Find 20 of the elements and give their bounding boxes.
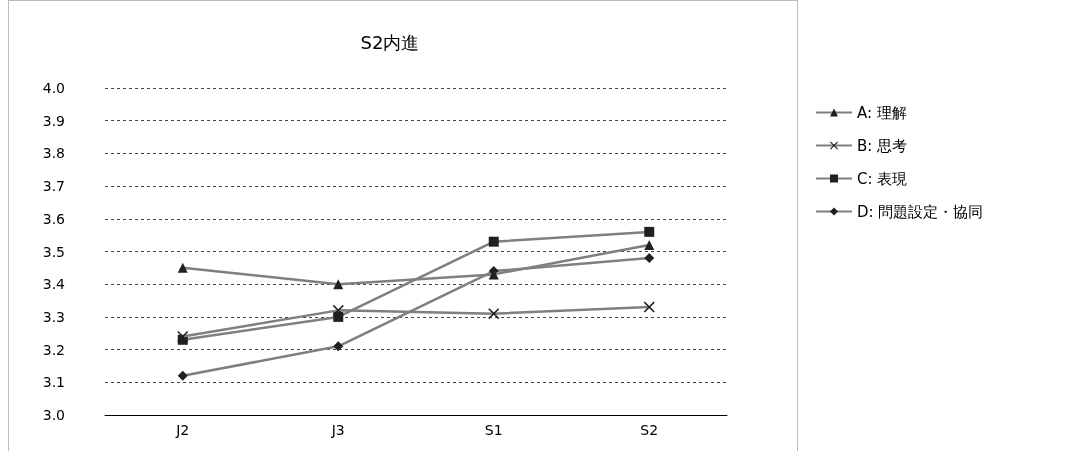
legend-label: B: 思考 bbox=[857, 136, 908, 155]
y-tick-label: 3.1 bbox=[42, 374, 65, 391]
legend-label: A: 理解 bbox=[857, 103, 907, 122]
chart-title: S2内進 bbox=[360, 31, 420, 53]
y-tick-label: 3.0 bbox=[42, 407, 65, 423]
x-tick-label: J3 bbox=[330, 422, 345, 438]
legend-label: C: 表現 bbox=[857, 169, 908, 188]
y-tick-label: 3.6 bbox=[42, 210, 66, 227]
y-tick-label: 3.4 bbox=[42, 276, 66, 293]
y-tick-label: 4.0 bbox=[42, 80, 65, 96]
y-tick-label: 3.7 bbox=[42, 178, 65, 195]
y-tick-label: 3.5 bbox=[42, 243, 65, 260]
y-tick-label: 3.9 bbox=[42, 112, 65, 129]
y-tick-label: 3.3 bbox=[42, 308, 65, 325]
x-tick-label: S2 bbox=[640, 422, 659, 438]
y-tick-label: 3.2 bbox=[42, 341, 65, 358]
legend-label: D: 問題設定・協同 bbox=[857, 202, 984, 221]
x-tick-label: J2 bbox=[175, 422, 190, 438]
y-tick-label: 3.8 bbox=[42, 145, 65, 162]
x-tick-label: S1 bbox=[484, 422, 503, 438]
